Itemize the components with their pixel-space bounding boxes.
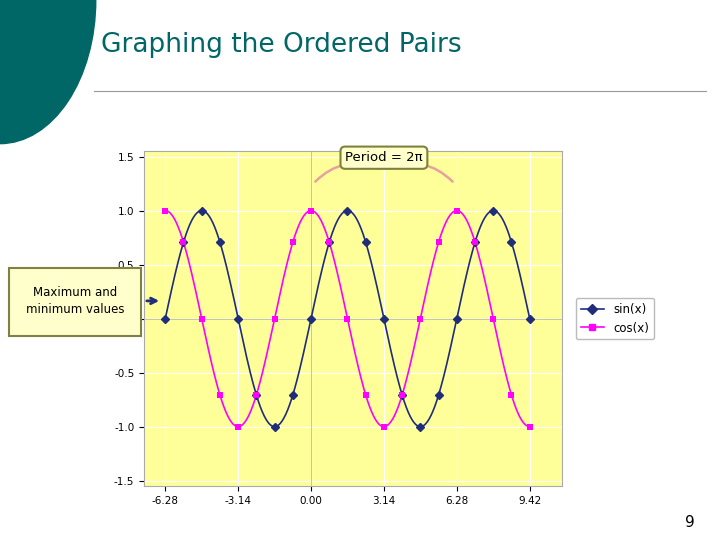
Text: Period = 2π: Period = 2π [345,151,423,164]
Text: Graphing the Ordered Pairs: Graphing the Ordered Pairs [101,32,462,58]
Text: 9: 9 [685,515,695,530]
FancyBboxPatch shape [9,268,141,336]
Circle shape [0,0,96,144]
Text: Maximum and
minimum values: Maximum and minimum values [27,286,125,316]
Legend: sin(x), cos(x): sin(x), cos(x) [576,298,654,339]
